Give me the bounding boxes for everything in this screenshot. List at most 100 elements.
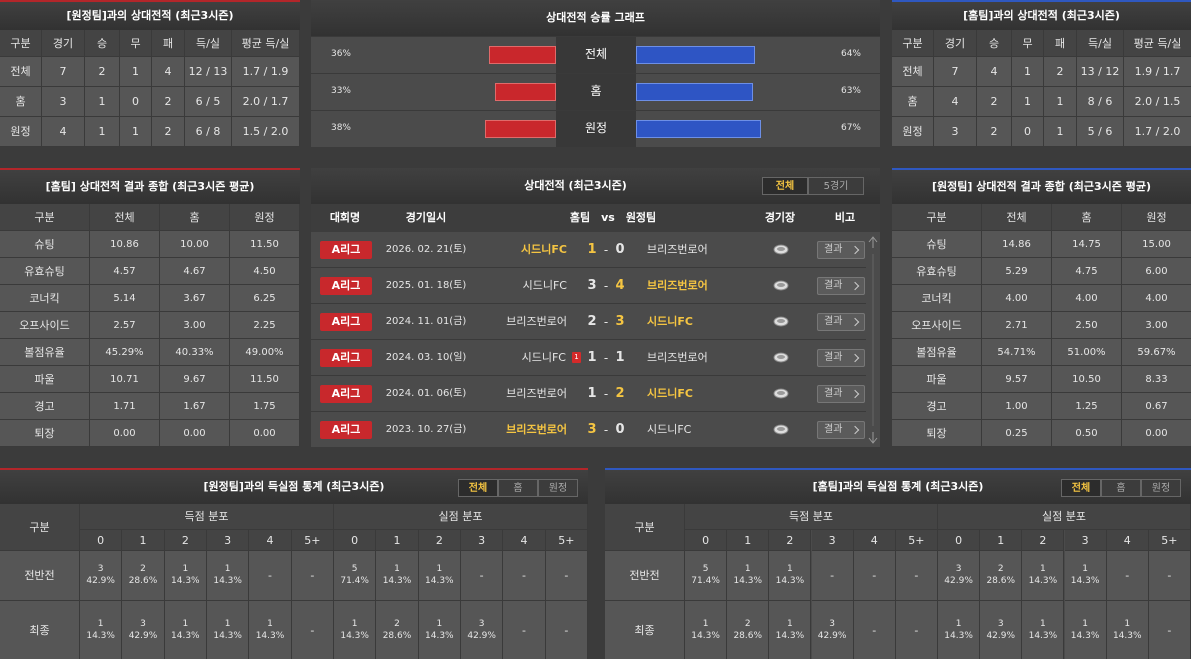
tab[interactable]: 홈 — [1101, 479, 1141, 497]
bar — [636, 120, 761, 138]
table-cell: - — [545, 551, 588, 601]
column-header: 구분 — [0, 504, 80, 551]
count: 2 — [140, 564, 146, 574]
match-date: 2024. 03. 10(일) — [385, 352, 467, 363]
percent: 14.3% — [425, 631, 454, 641]
table-cell: 3 — [934, 117, 977, 147]
chevron — [850, 281, 860, 291]
tab[interactable]: 5경기 — [808, 177, 864, 195]
result-button[interactable]: 결과 — [817, 277, 865, 295]
home-team: 시드니FC — [521, 351, 566, 364]
result-button[interactable]: 결과 — [817, 421, 865, 439]
column-header: 패 — [152, 30, 185, 57]
category-label: 홈 — [590, 84, 602, 98]
count: 1 — [394, 564, 400, 574]
left-percent: 36% — [330, 49, 351, 59]
table-cell: 10.50 — [1052, 366, 1122, 393]
table-cell: 51.00% — [1052, 339, 1122, 366]
count: 3 — [97, 564, 104, 574]
bucket-header: 4 — [853, 530, 896, 551]
scrollbar[interactable] — [867, 232, 879, 447]
percent: 14.3% — [213, 631, 242, 641]
chevron — [850, 353, 860, 363]
table-cell: 1.5 / 2.0 — [232, 117, 300, 147]
stadium-icon — [773, 280, 789, 291]
match-row — [311, 304, 866, 340]
column-header: 경기 — [934, 30, 977, 57]
bucket-header: 5+ — [1148, 530, 1191, 551]
bar — [494, 83, 556, 101]
percent: 28.6% — [382, 631, 412, 641]
column-header: 홈 — [1052, 204, 1122, 231]
scrollbar[interactable] — [867, 232, 879, 447]
red-card: 1 — [572, 352, 581, 363]
table-cell: 1 — [1012, 87, 1044, 117]
count: 1 — [1040, 619, 1046, 629]
table-cell: 9.67 — [160, 366, 230, 393]
result-button[interactable]: 결과 — [817, 349, 865, 367]
percent: 42.9% — [128, 631, 158, 641]
table-cell: 1 14.3% — [334, 601, 377, 659]
tab[interactable]: 전체 — [1061, 479, 1101, 497]
table-cell: - — [249, 551, 292, 601]
tab[interactable]: 홈 — [498, 479, 538, 497]
table-cell: 3 42.9% — [811, 601, 854, 659]
tab[interactable]: 전체 — [458, 479, 498, 497]
row-label: 슈팅 — [892, 231, 982, 258]
result-button[interactable]: 결과 — [817, 385, 865, 403]
table-cell: 59.67% — [1122, 339, 1191, 366]
table-cell: 3 42.9% — [938, 551, 981, 601]
home-score: 1 — [587, 386, 597, 401]
table-cell: 1 14.3% — [1022, 601, 1065, 659]
table-cell: 3 — [42, 87, 85, 117]
league-badge: A리그 — [320, 241, 372, 259]
bucket-header: 5+ — [895, 530, 938, 551]
bucket-header: 2 — [769, 530, 812, 551]
table-cell: 1 — [120, 117, 152, 147]
table-cell: 1.7 / 2.0 — [1124, 117, 1191, 147]
score-separator: - — [603, 387, 609, 401]
league-badge: A리그 — [320, 385, 372, 403]
row-label: 최종 — [605, 601, 685, 659]
panel: 상대전적 (최근3시즌) 전체 5경기 대회명 경기일시 홈팀 vs 원정팀 경기장 비고 A리그 2… — [311, 168, 880, 447]
column-header: 구분 — [892, 30, 934, 57]
row-label: 볼점유율 — [892, 339, 982, 366]
table-cell: 1 14.3% — [376, 551, 419, 601]
count: 1 — [436, 619, 443, 629]
table-cell: - — [853, 551, 896, 601]
table-cell: 1 14.3% — [80, 601, 123, 659]
row-label: 퇴장 — [0, 420, 90, 447]
table-cell: 2 — [977, 117, 1012, 147]
count: 1 — [182, 619, 189, 629]
count: 1 — [955, 619, 962, 629]
count: 5 — [702, 564, 709, 574]
table-cell: 2.0 / 1.5 — [1124, 87, 1191, 117]
count: 1 — [787, 619, 793, 629]
table-cell: 5 / 6 — [1077, 117, 1124, 147]
row-label: 유효슈팅 — [892, 258, 982, 285]
table-cell: - — [1106, 551, 1149, 601]
result-button[interactable]: 결과 — [817, 241, 865, 259]
table-cell: 1 14.3% — [727, 551, 770, 601]
count: 3 — [997, 619, 1004, 629]
left-percent: 33% — [330, 86, 351, 96]
count: 1 — [97, 619, 104, 629]
panel: [원정팀]과의 상대전적 (최근3시즌) 구분 경기 승 무 패 득/실 평균 득/실 전체 7 2… — [0, 0, 300, 147]
count: 2 — [744, 619, 751, 629]
bucket-header: 2 — [1022, 530, 1065, 551]
tab[interactable]: 원정 — [538, 479, 578, 497]
score-separator: - — [603, 315, 609, 329]
table-cell: - — [895, 551, 938, 601]
table-cell: 1 — [120, 57, 152, 87]
bucket-header: 0 — [334, 530, 377, 551]
table-cell: 2 28.6% — [727, 601, 770, 659]
table-cell: 1.67 — [160, 393, 230, 420]
tab[interactable]: 전체 — [762, 177, 808, 195]
column-header: 비고 — [834, 211, 856, 224]
tab[interactable]: 원정 — [1141, 479, 1181, 497]
table-cell: 1.25 — [1052, 393, 1122, 420]
bucket-header: 5+ — [545, 530, 588, 551]
result-button[interactable]: 결과 — [817, 313, 865, 331]
percent: 14.3% — [171, 631, 200, 641]
column-header: vs — [601, 211, 615, 224]
